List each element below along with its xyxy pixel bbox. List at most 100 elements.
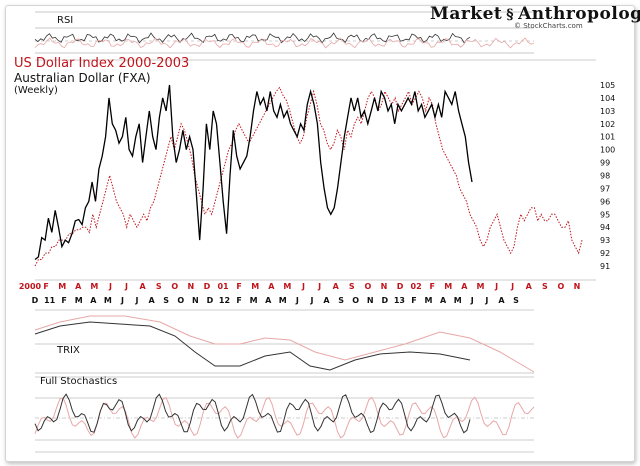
x-tick-label: F	[411, 296, 416, 305]
trix-label: TRIX	[56, 345, 80, 356]
x-tick-label: A	[265, 296, 272, 305]
y-tick-label: 101	[600, 133, 615, 142]
x-tick-label: A	[268, 282, 275, 291]
y-tick-label: 98	[600, 172, 610, 181]
y-tick-label: 96	[600, 197, 610, 206]
x-tick-label: F	[429, 282, 434, 291]
x-tick-label: A	[323, 296, 330, 305]
brand-right: Anthropology	[518, 4, 640, 24]
stoch-line-black	[34, 393, 471, 434]
x-tick-label: M	[444, 282, 452, 291]
x-tick-label: M	[476, 282, 484, 291]
x-tick-label: F	[236, 282, 241, 291]
x-tick-label: M	[251, 282, 259, 291]
x-tick-label: N	[367, 296, 374, 305]
x-tick-label: J	[124, 282, 128, 291]
stoch-line-red	[34, 396, 535, 439]
x-tick-label: A	[461, 282, 468, 291]
x-tick-label: M	[90, 282, 98, 291]
x-tick-label: A	[75, 282, 82, 291]
x-tick-label: S	[163, 296, 169, 305]
x-tick-label: S	[349, 282, 355, 291]
chart-frame	[5, 5, 635, 462]
x-tick-label: A	[333, 282, 340, 291]
x-tick-label: J	[120, 296, 124, 305]
y-tick-label: 97	[600, 184, 610, 193]
rsi-line-red	[34, 37, 535, 49]
x-tick-label: A	[526, 282, 533, 291]
rsi-panel: RSI	[34, 11, 535, 54]
x-axis-top-labels: 2000 F M A M J J A S O N D 01 F M A M J J A S O N D 02 F M A M J J A S O N	[19, 282, 580, 291]
x-tick-label: J	[108, 282, 112, 291]
x-tick-label: O	[352, 296, 359, 305]
trix-panel: TRIX	[34, 309, 535, 374]
x-tick-label: 12	[219, 296, 230, 305]
x-axis-bottom-labels: D 11 F M A M J J A S O N D 12 F M A M J J A S O N D 13 F M A M J J A S	[32, 296, 519, 305]
price-panel: 105 104 103 102 101 100 99 98 97 96 95 94 93 92 91 200…	[19, 59, 615, 305]
x-tick-label: S	[542, 282, 548, 291]
x-tick-label: N	[381, 282, 388, 291]
x-tick-label: N	[574, 282, 581, 291]
rsi-line-black	[34, 32, 471, 44]
y-tick-label: 93	[600, 236, 610, 245]
y-axis-ticks: 105 104 103 102 101 100 99 98 97 96 95 94 93 92 91	[600, 81, 615, 271]
x-tick-label: J	[494, 282, 498, 291]
x-tick-label: 02	[411, 282, 422, 291]
series-overlay-line	[34, 86, 583, 267]
x-tick-label: S	[156, 282, 162, 291]
brand-logo: Market § Anthropology	[430, 4, 640, 24]
x-tick-label: O	[558, 282, 565, 291]
x-tick-label: M	[425, 296, 433, 305]
x-tick-label: D	[207, 296, 214, 305]
y-tick-label: 92	[600, 249, 610, 258]
brand-left: Market	[430, 4, 503, 24]
x-tick-label: M	[454, 296, 462, 305]
x-tick-label: M	[104, 296, 112, 305]
stoch-label: Full Stochastics	[40, 376, 117, 387]
x-tick-label: 01	[217, 282, 229, 291]
series-price-line	[34, 84, 473, 261]
x-tick-label: D	[32, 296, 39, 305]
x-tick-label: M	[75, 296, 83, 305]
x-tick-label: J	[301, 282, 305, 291]
x-tick-label: M	[283, 282, 291, 291]
x-tick-label: N	[192, 296, 199, 305]
x-tick-label: J	[295, 296, 299, 305]
source-credit: © StockCharts.com	[514, 22, 583, 30]
x-tick-label: A	[90, 296, 97, 305]
x-tick-label: S	[513, 296, 519, 305]
x-tick-label: A	[149, 296, 156, 305]
chart-subtitle: Australian Dollar (FXA)	[14, 71, 151, 85]
y-tick-label: 102	[600, 120, 615, 129]
x-tick-label: M	[279, 296, 287, 305]
rsi-label: RSI	[57, 15, 73, 26]
ampersand-icon: §	[506, 7, 515, 23]
x-tick-label: M	[250, 296, 258, 305]
x-tick-label: J	[484, 296, 488, 305]
x-tick-label: J	[135, 296, 139, 305]
x-tick-label: A	[140, 282, 147, 291]
y-tick-label: 103	[600, 107, 615, 116]
x-tick-label: J	[470, 296, 474, 305]
x-tick-label: S	[338, 296, 344, 305]
x-tick-label: N	[188, 282, 195, 291]
x-tick-label: 2000	[19, 282, 42, 291]
y-tick-label: 99	[600, 159, 610, 168]
x-tick-label: A	[498, 296, 505, 305]
x-tick-label: 13	[394, 296, 405, 305]
x-tick-label: O	[364, 282, 371, 291]
x-tick-label: J	[510, 282, 514, 291]
x-tick-label: D	[397, 282, 404, 291]
y-tick-label: 100	[600, 146, 615, 155]
x-tick-label: M	[58, 282, 66, 291]
x-tick-label: O	[171, 282, 178, 291]
x-tick-label: F	[43, 282, 48, 291]
chart-title: US Dollar Index 2000-2003	[14, 56, 190, 71]
x-tick-label: A	[440, 296, 447, 305]
trix-line-black	[34, 321, 471, 371]
y-tick-label: 105	[600, 81, 615, 90]
stochastics-panel: Full Stochastics	[34, 376, 535, 453]
trix-line-red	[34, 315, 535, 373]
x-tick-label: J	[309, 296, 313, 305]
